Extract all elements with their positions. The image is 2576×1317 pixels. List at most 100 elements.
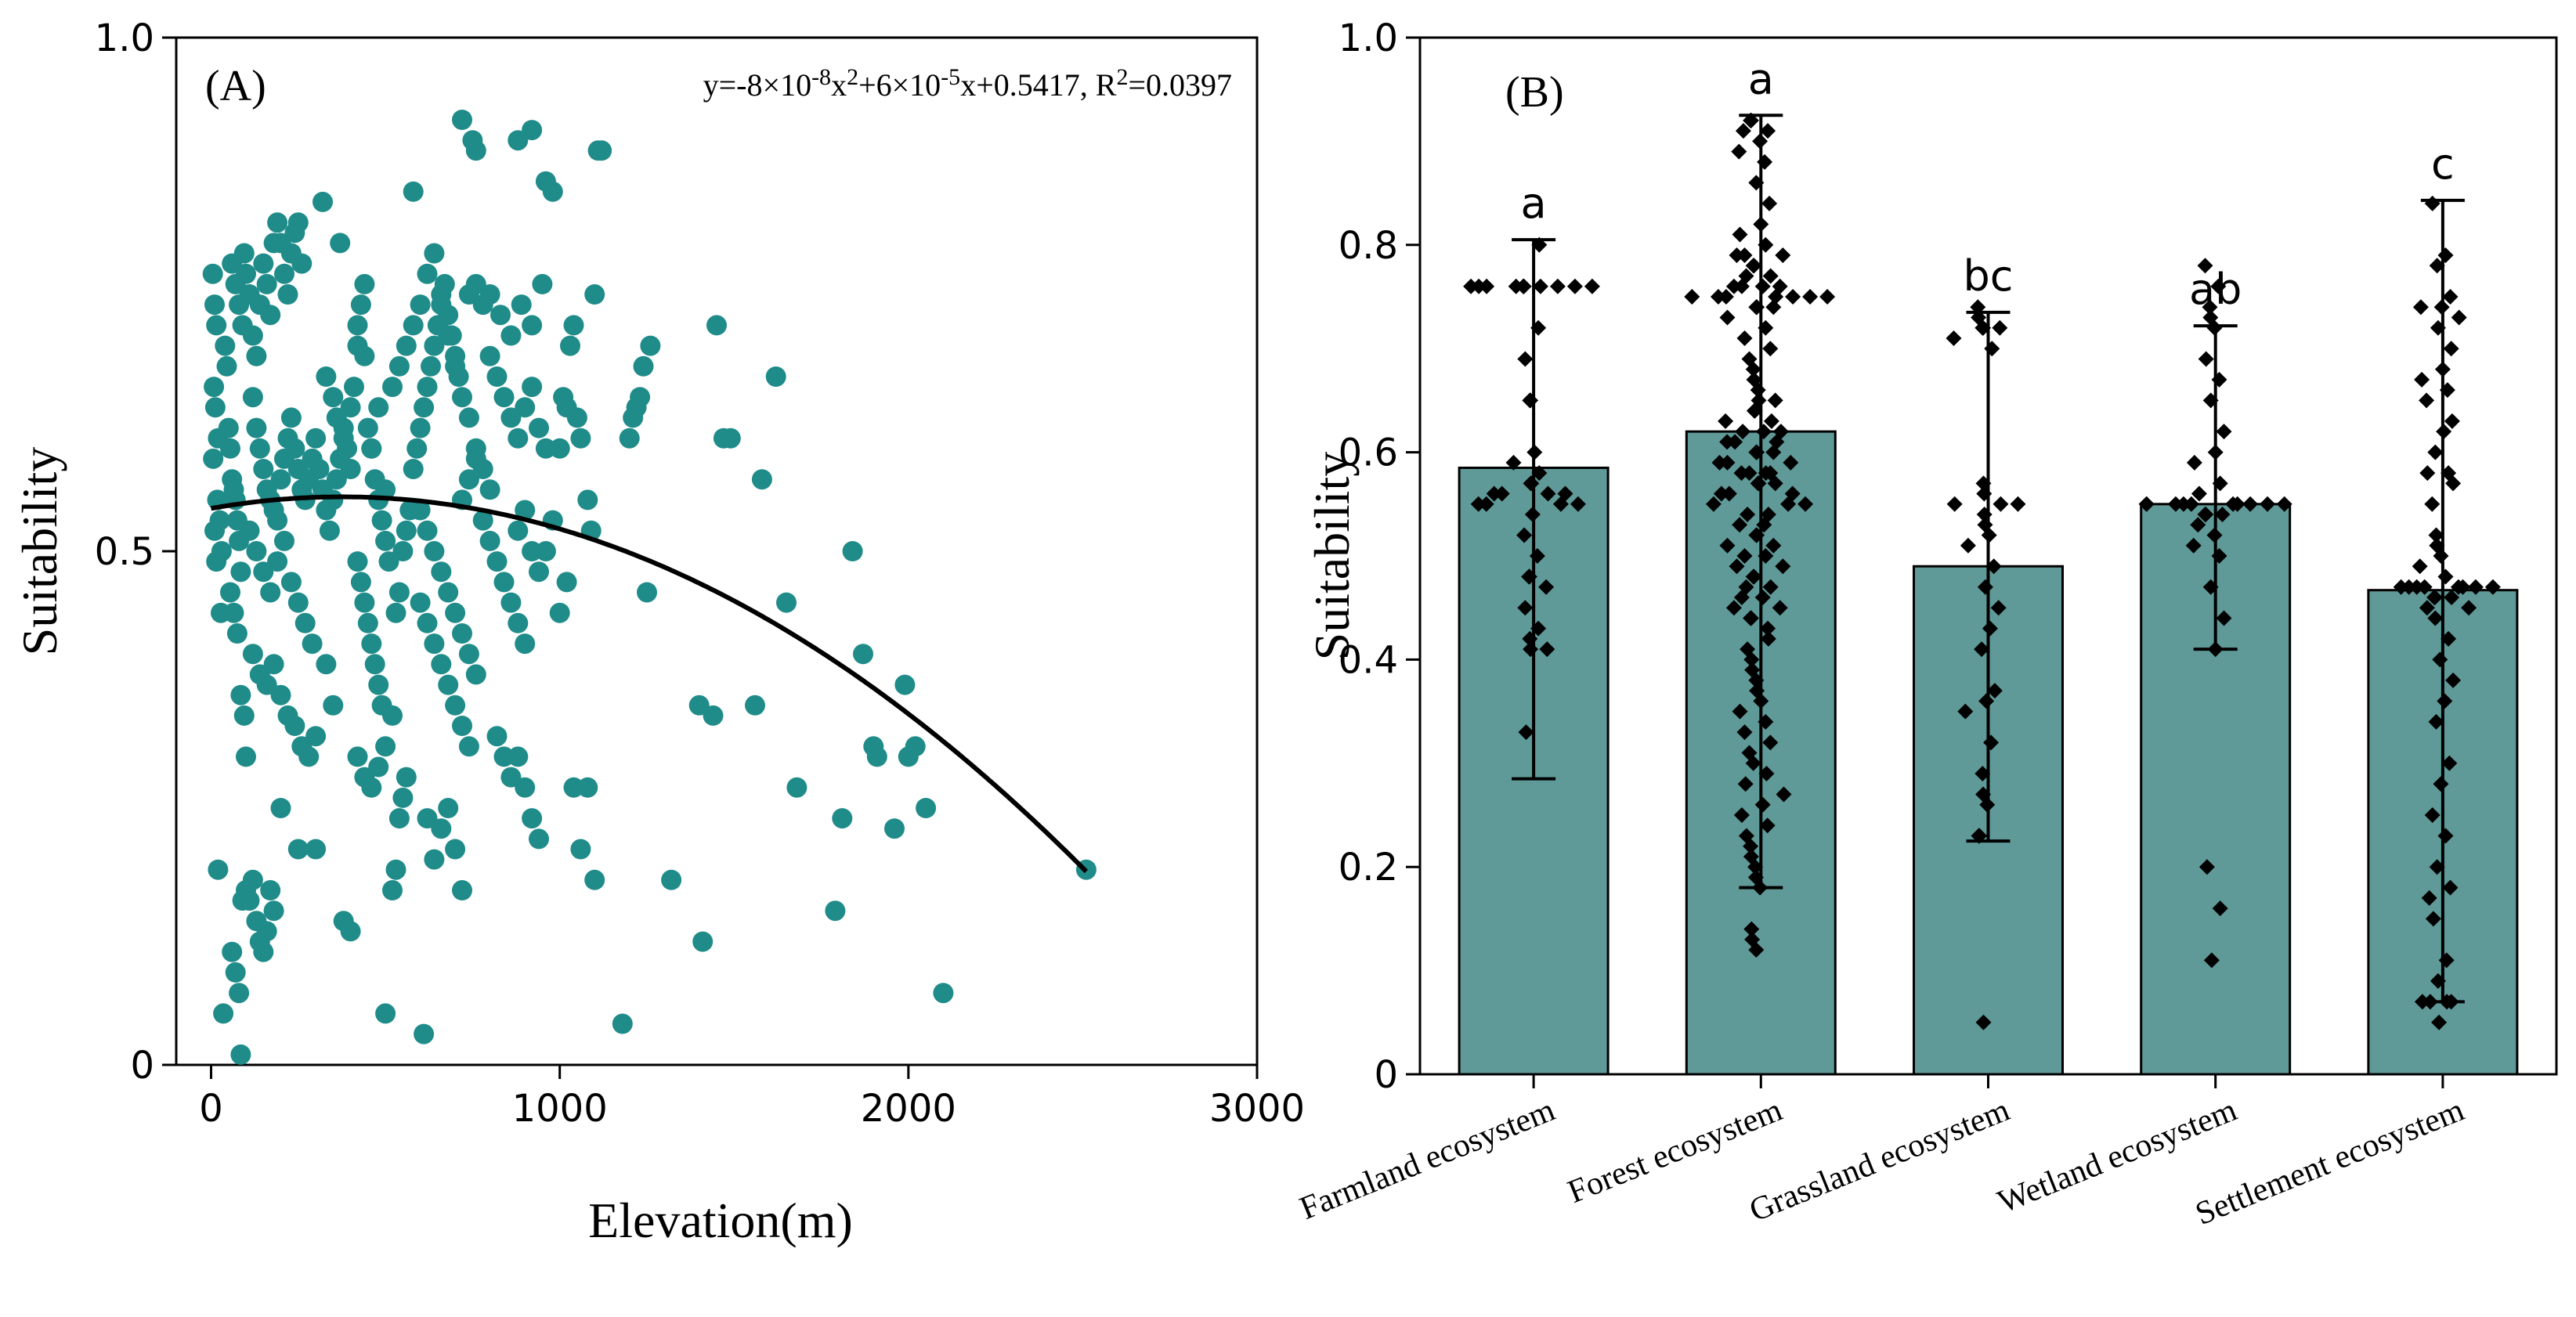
- scatter-point: [493, 746, 515, 767]
- scatter-point: [347, 551, 368, 572]
- scatter-point: [230, 561, 251, 583]
- scatter-point: [270, 798, 291, 818]
- scatter-point: [263, 654, 284, 675]
- scatter-point: [298, 746, 320, 767]
- panel-label-b: (B): [1505, 68, 1564, 117]
- scatter-point: [465, 140, 486, 161]
- scatter-point: [403, 459, 424, 479]
- raw-point: [2437, 568, 2454, 585]
- scatter-panel: 0 1000 2000 3000 0 0.5 1.0 (A) y=-8×10-8​x2​+…: [12, 16, 1305, 1248]
- scatter-point: [206, 315, 227, 336]
- scatter-point: [417, 377, 438, 398]
- scatter-point: [905, 736, 926, 757]
- raw-point: [2427, 610, 2444, 626]
- scatter-point: [535, 438, 556, 459]
- scatter-point: [203, 448, 224, 469]
- scatter-point: [216, 355, 237, 377]
- scatter-point: [230, 1044, 251, 1065]
- raw-point: [1752, 133, 1769, 150]
- scatter-point: [500, 767, 522, 788]
- scatter-point: [424, 849, 445, 870]
- scatter-point: [284, 438, 305, 459]
- raw-point: [2429, 859, 2445, 875]
- significance-letter: a: [1521, 179, 1547, 228]
- raw-point: [1975, 475, 1992, 492]
- raw-point: [1986, 683, 2003, 699]
- scatter-point: [832, 808, 853, 829]
- scatter-point: [633, 355, 654, 377]
- raw-point: [1523, 641, 1539, 658]
- scatter-point: [414, 397, 435, 418]
- scatter-point: [786, 777, 807, 798]
- raw-point: [1743, 112, 1759, 128]
- scatter-point: [294, 612, 316, 633]
- raw-point: [1762, 341, 1779, 357]
- raw-point: [1754, 278, 1771, 294]
- scatter-point: [414, 1023, 435, 1045]
- significance-letter: c: [2431, 139, 2455, 189]
- raw-point: [1758, 766, 1775, 782]
- scatter-point: [765, 366, 786, 387]
- raw-point: [1705, 496, 1722, 512]
- raw-point: [2412, 558, 2428, 575]
- scatter-point: [424, 243, 445, 264]
- scatter-point: [479, 479, 500, 500]
- scatter-point: [392, 541, 414, 561]
- raw-point: [2428, 713, 2444, 730]
- raw-point: [2443, 341, 2459, 357]
- scatter-point: [532, 273, 553, 294]
- scatter-point: [287, 839, 309, 860]
- raw-point: [1725, 600, 1742, 616]
- scatter-point: [458, 736, 479, 757]
- y-tick-label: 1.0: [95, 16, 154, 60]
- raw-point: [1946, 496, 1963, 512]
- raw-point: [1566, 278, 1583, 294]
- raw-point: [1982, 620, 1998, 637]
- raw-point: [1531, 236, 1548, 253]
- raw-point: [2414, 371, 2430, 388]
- scatter-point: [388, 582, 410, 603]
- scatter-point: [853, 644, 873, 665]
- raw-point: [2441, 630, 2457, 647]
- raw-point: [1757, 153, 1773, 170]
- y-tick-label: 0.6: [1339, 431, 1398, 475]
- raw-point: [2437, 828, 2454, 844]
- scatter-point: [361, 633, 382, 655]
- raw-point: [1759, 817, 1776, 834]
- raw-point: [1731, 143, 1747, 160]
- scatter-point: [417, 808, 438, 829]
- raw-point: [1758, 465, 1774, 482]
- x-axis-ticks-b: Farmland ecosystem Forest ecosystemGrassl…: [1295, 1074, 2469, 1232]
- raw-point: [1736, 548, 1753, 564]
- raw-point: [1735, 123, 1751, 139]
- scatter-point: [452, 880, 472, 900]
- scatter-point: [204, 377, 225, 398]
- scatter-point: [637, 582, 657, 603]
- panel-label-a: (A): [205, 62, 266, 110]
- scatter-point: [375, 479, 396, 500]
- raw-point: [1526, 444, 1543, 460]
- x-axis-ticks: 0 1000 2000 3000: [199, 1065, 1305, 1131]
- raw-point: [2425, 911, 2441, 927]
- raw-point: [1762, 734, 1779, 751]
- raw-point: [1978, 693, 1995, 709]
- raw-point: [1752, 879, 1769, 896]
- y-tick-label: 1.0: [1339, 16, 1398, 60]
- scatter-point: [515, 633, 536, 655]
- raw-point: [2198, 507, 2214, 523]
- scatter-point: [385, 602, 406, 623]
- scatter-point: [508, 428, 529, 449]
- raw-point: [1740, 507, 1756, 523]
- x-tick-label: 1000: [512, 1087, 608, 1131]
- scatter-point: [256, 674, 277, 695]
- raw-point: [2444, 589, 2460, 605]
- raw-point: [1776, 786, 1792, 803]
- scatter-plot-frame: [175, 36, 1259, 1066]
- raw-point: [2202, 299, 2218, 316]
- scatter-point: [368, 397, 389, 418]
- raw-point: [1719, 537, 1736, 554]
- y-axis-ticks: 0 0.5 1.0: [95, 16, 176, 1088]
- regression-equation: y=-8×10-8​x2​+6×10-5​x+0.5417, R2​=0.039…: [703, 64, 1232, 103]
- raw-point: [1733, 807, 1750, 823]
